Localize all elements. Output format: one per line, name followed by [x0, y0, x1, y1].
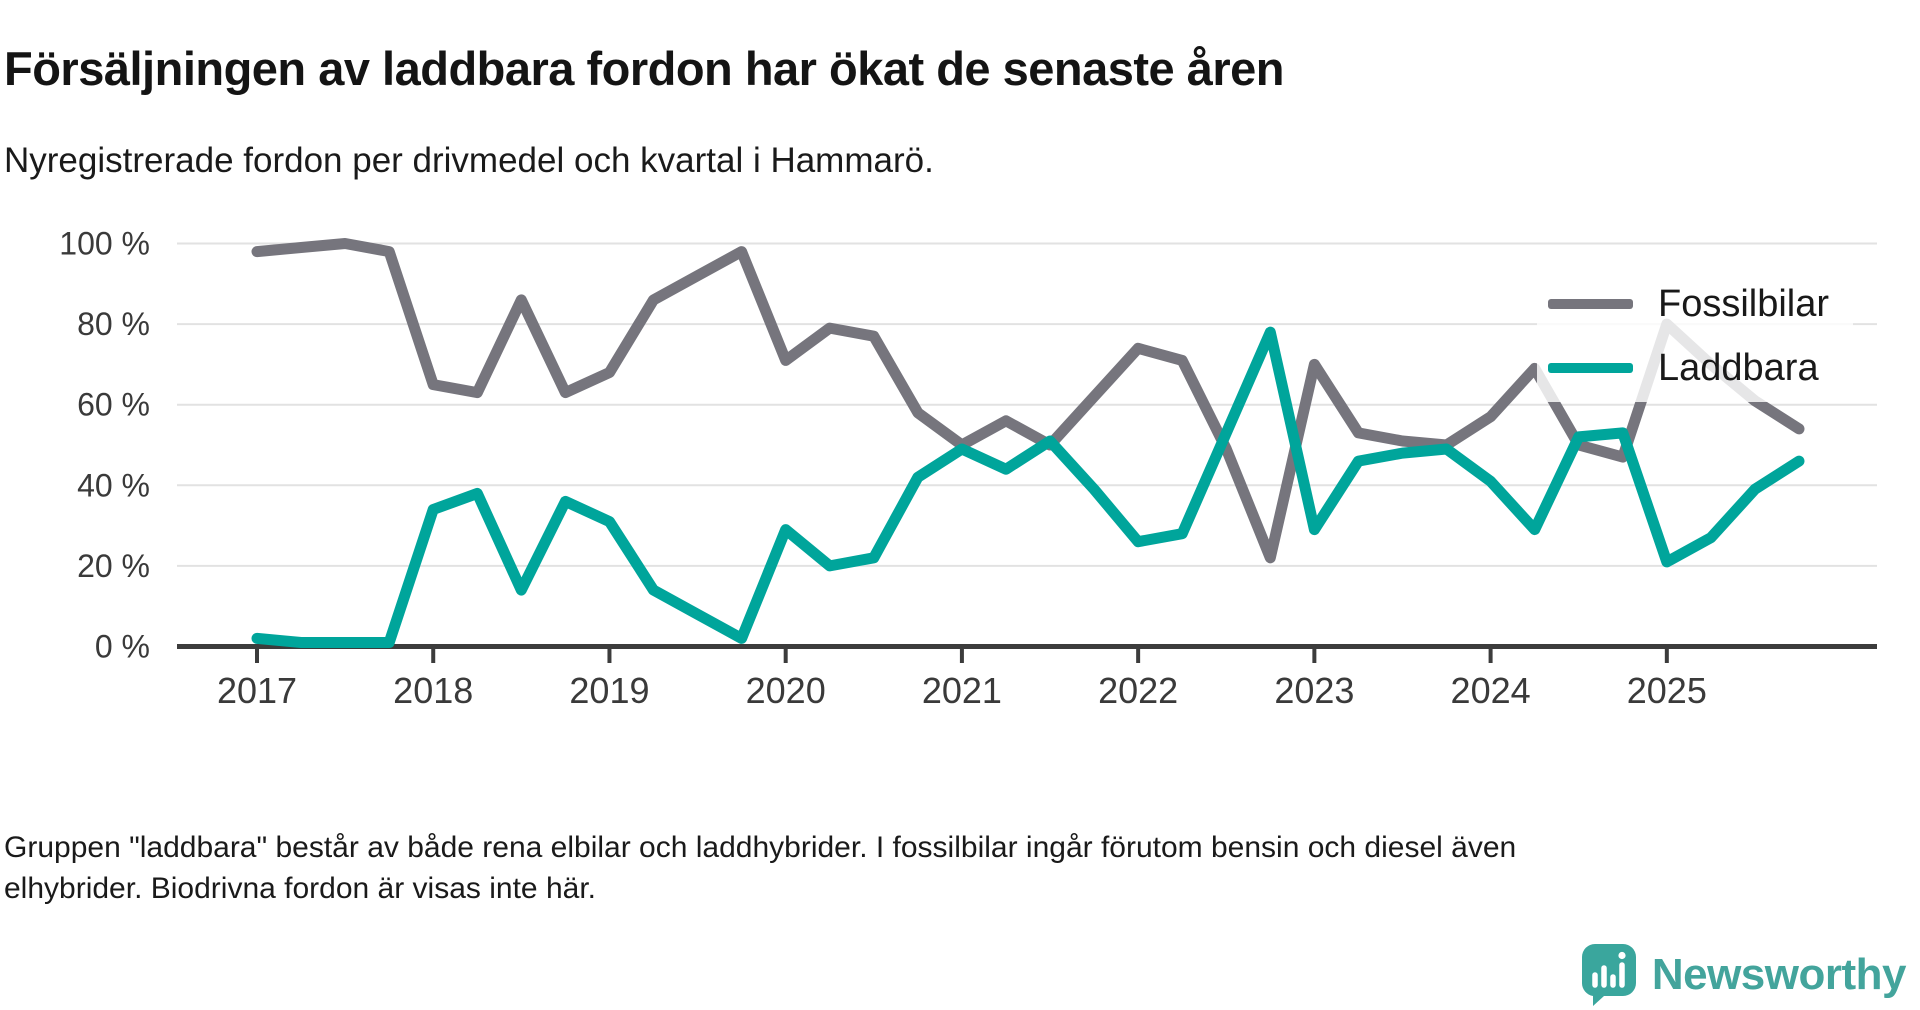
legend-item-fossilbilar: Fossilbilar: [1537, 278, 1853, 330]
fossilbilar-line-swatch-icon: [1548, 299, 1633, 309]
newsworthy-logo: Newsworthy: [1581, 944, 1907, 1006]
x-axis-tick-label: 2020: [746, 670, 826, 711]
legend-label: Fossilbilar: [1658, 282, 1830, 325]
x-axis-tick-label: 2022: [1098, 670, 1178, 711]
chart-subtitle: Nyregistrerade fordon per drivmedel och …: [4, 141, 934, 180]
page-title: Försäljningen av laddbara fordon har öka…: [4, 42, 1285, 96]
footnote-line-2: elhybrider. Biodrivna fordon är visas in…: [4, 872, 596, 905]
footnote-line-1: Gruppen "laddbara" består av både rena e…: [4, 831, 1517, 864]
x-axis-tick-label: 2025: [1627, 670, 1707, 711]
legend-item-laddbara: Laddbara: [1537, 342, 1853, 394]
x-axis-tick-label: 2024: [1451, 670, 1531, 711]
y-axis-tick-label: 40 %: [77, 467, 150, 503]
x-axis-tick-label: 2021: [922, 670, 1002, 711]
series-line-laddbara: [251, 326, 1805, 648]
y-axis-tick-label: 20 %: [77, 548, 150, 584]
newsworthy-logo-text: Newsworthy: [1651, 950, 1907, 999]
y-axis-tick-label: 100 %: [59, 226, 150, 262]
x-axis-tick-label: 2017: [217, 670, 297, 711]
y-axis-tick-label: 80 %: [77, 306, 150, 342]
legend-label: Laddbara: [1658, 346, 1819, 389]
footnote: Gruppen "laddbara" består av både rena e…: [4, 827, 1884, 909]
x-axis-tick-label: 2018: [393, 670, 473, 711]
y-axis-tick-label: 60 %: [77, 387, 150, 423]
x-axis-tick-label: 2023: [1274, 670, 1354, 711]
y-axis-tick-label: 0 %: [95, 629, 150, 665]
legend: Fossilbilar Laddbara: [1537, 272, 1853, 402]
x-axis-tick-label: 2019: [569, 670, 649, 711]
newsworthy-logo-icon: [1581, 944, 1636, 1006]
laddbara-line-swatch-icon: [1548, 363, 1633, 373]
